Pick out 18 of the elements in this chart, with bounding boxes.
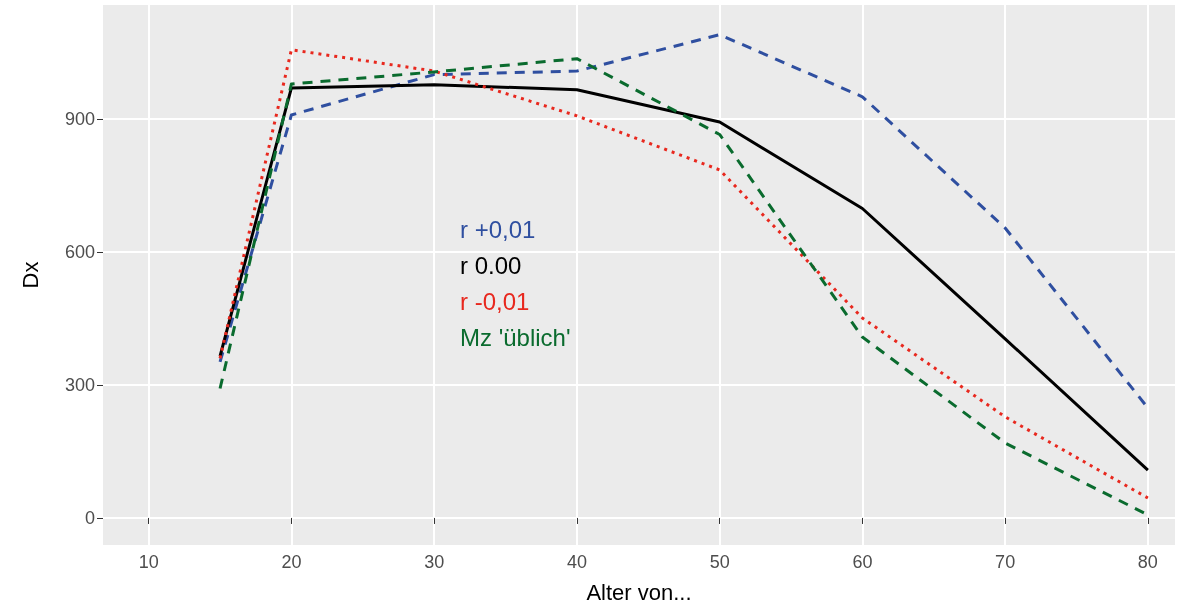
y-tick-label: 0 xyxy=(84,507,95,528)
x-tick-label: 20 xyxy=(281,552,302,572)
x-tick-label: 60 xyxy=(852,552,873,572)
text: r 0.00 xyxy=(460,251,522,279)
y-tick-label: 600 xyxy=(64,241,95,262)
x-axis-title: Alter von... xyxy=(586,579,692,605)
x-tick-label: 10 xyxy=(138,552,159,572)
text: r -0,01 xyxy=(460,287,530,315)
y-axis-title: Dx xyxy=(17,261,43,289)
y-tick-label: 300 xyxy=(64,374,95,395)
x-tick-label: 40 xyxy=(566,552,587,572)
x-tick-label: 80 xyxy=(1137,552,1158,572)
y-tick-label: 900 xyxy=(64,108,95,129)
x-tick-label: 30 xyxy=(424,552,445,572)
text: r +0,01 xyxy=(460,215,536,243)
x-tick-label: 50 xyxy=(709,552,730,572)
x-tick-label: 70 xyxy=(995,552,1016,572)
text: Mz 'üblich' xyxy=(460,323,571,351)
